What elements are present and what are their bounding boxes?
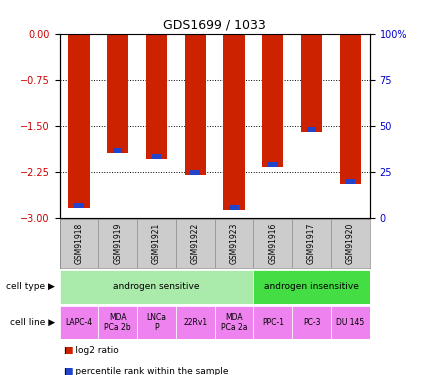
Bar <box>292 306 331 339</box>
Text: GSM91922: GSM91922 <box>191 223 200 264</box>
Text: GSM91917: GSM91917 <box>307 223 316 264</box>
Bar <box>262 34 283 167</box>
Text: ■ percentile rank within the sample: ■ percentile rank within the sample <box>64 367 228 375</box>
Text: DU 145: DU 145 <box>336 318 365 327</box>
Text: cell line ▶: cell line ▶ <box>10 318 55 327</box>
Bar <box>253 306 292 339</box>
Bar <box>215 306 253 339</box>
Text: GSM91919: GSM91919 <box>113 223 122 264</box>
Text: cell type ▶: cell type ▶ <box>6 282 55 291</box>
Text: ■ log2 ratio: ■ log2 ratio <box>64 346 119 355</box>
Bar <box>331 306 370 339</box>
Bar <box>307 127 316 132</box>
Title: GDS1699 / 1033: GDS1699 / 1033 <box>163 18 266 31</box>
Bar <box>107 34 128 153</box>
Text: GSM91918: GSM91918 <box>74 223 83 264</box>
Text: GSM91921: GSM91921 <box>152 223 161 264</box>
Text: LAPC-4: LAPC-4 <box>65 318 93 327</box>
Text: GSM91920: GSM91920 <box>346 223 355 264</box>
Bar <box>60 270 253 304</box>
Text: androgen sensitive: androgen sensitive <box>113 282 200 291</box>
Bar <box>229 205 239 210</box>
Text: ■: ■ <box>64 367 72 375</box>
Text: MDA
PCa 2b: MDA PCa 2b <box>105 313 131 332</box>
Text: LNCa
P: LNCa P <box>147 313 167 332</box>
Bar <box>268 162 278 167</box>
Text: GSM91916: GSM91916 <box>268 223 277 264</box>
Bar <box>346 179 355 184</box>
Text: PPC-1: PPC-1 <box>262 318 284 327</box>
Text: PC-3: PC-3 <box>303 318 320 327</box>
Bar <box>190 170 200 175</box>
Bar <box>176 306 215 339</box>
Bar <box>113 148 122 153</box>
Text: 22Rv1: 22Rv1 <box>183 318 207 327</box>
Bar <box>253 270 370 304</box>
Text: androgen insensitive: androgen insensitive <box>264 282 359 291</box>
Bar <box>184 34 206 175</box>
Bar <box>340 34 361 184</box>
Bar <box>74 203 84 208</box>
Text: MDA
PCa 2a: MDA PCa 2a <box>221 313 247 332</box>
Bar <box>224 34 245 210</box>
Bar <box>98 306 137 339</box>
Text: ■: ■ <box>64 346 72 355</box>
Text: GSM91923: GSM91923 <box>230 223 238 264</box>
Bar <box>152 154 161 159</box>
Bar <box>301 34 322 132</box>
Bar <box>68 34 90 209</box>
Bar <box>60 306 98 339</box>
Bar <box>137 306 176 339</box>
Bar <box>146 34 167 159</box>
